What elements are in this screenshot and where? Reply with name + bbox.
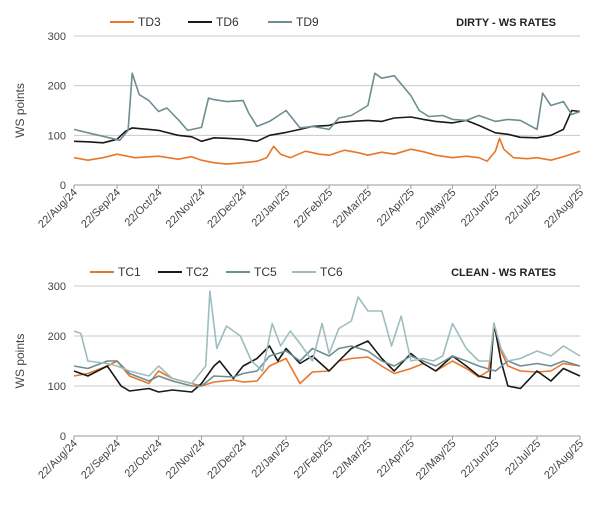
chart-title: DIRTY - WS RATES <box>456 17 556 29</box>
x-tick-label: 22/Jun/25 <box>459 187 502 230</box>
y-tick-label: 0 <box>60 431 66 443</box>
x-tick-label: 22/Jul/25 <box>503 187 543 227</box>
x-tick-label: 22/May/25 <box>414 187 459 232</box>
series-line-tc6 <box>73 290 581 385</box>
y-axis-label: WS points <box>13 83 27 138</box>
legend-label-tc5: TC5 <box>254 265 277 279</box>
x-tick-label: 22/Aug/24 <box>36 438 80 482</box>
x-tick-label: 22/Apr/25 <box>375 438 417 480</box>
series-line-tc2 <box>73 322 581 393</box>
y-tick-label: 100 <box>48 130 66 142</box>
x-tick-label: 22/Sep/24 <box>79 187 123 231</box>
series-line-td9 <box>73 72 581 142</box>
y-tick-label: 100 <box>48 381 66 393</box>
x-tick-label: 22/Jul/25 <box>503 438 543 478</box>
x-tick-label: 22/Jan/25 <box>250 187 293 230</box>
y-tick-label: 200 <box>48 331 66 343</box>
x-tick-label: 22/Apr/25 <box>375 187 417 229</box>
series-line-td6 <box>73 109 581 144</box>
series-line-tc5 <box>73 345 581 387</box>
x-tick-label: 22/Mar/25 <box>331 438 375 482</box>
y-axis-label: WS points <box>13 334 27 389</box>
x-tick-label: 22/Sep/24 <box>79 438 123 482</box>
x-tick-label: 22/Aug/24 <box>36 187 80 231</box>
x-tick-label: 22/Aug/25 <box>542 187 586 231</box>
x-tick-label: 22/Aug/25 <box>542 438 586 482</box>
y-tick-label: 300 <box>48 31 66 43</box>
y-tick-label: 200 <box>48 81 66 93</box>
legend-label-td3: TD3 <box>138 15 161 29</box>
x-tick-label: 22/Jun/25 <box>459 438 502 481</box>
y-tick-label: 0 <box>60 180 66 192</box>
x-tick-label: 22/Oct/24 <box>122 187 164 229</box>
series-line-td3 <box>73 137 581 165</box>
x-tick-label: 22/Jan/25 <box>250 438 293 481</box>
legend-label-td9: TD9 <box>296 15 319 29</box>
x-tick-label: 22/Feb/25 <box>292 438 336 482</box>
chart-title: CLEAN - WS RATES <box>451 267 556 279</box>
x-tick-label: 22/Oct/24 <box>122 438 164 480</box>
x-tick-label: 22/May/25 <box>414 438 459 483</box>
x-tick-label: 22/Nov/24 <box>164 438 208 482</box>
legend-label-tc2: TC2 <box>186 265 209 279</box>
x-tick-label: 22/Dec/24 <box>205 187 249 231</box>
x-tick-label: 22/Dec/24 <box>205 438 249 482</box>
legend-label-tc1: TC1 <box>118 265 141 279</box>
x-tick-label: 22/Nov/24 <box>164 187 208 231</box>
y-tick-label: 300 <box>48 281 66 293</box>
x-tick-label: 22/Mar/25 <box>331 187 375 231</box>
x-tick-label: 22/Feb/25 <box>292 187 336 231</box>
legend-label-tc6: TC6 <box>320 265 343 279</box>
legend-label-td6: TD6 <box>216 15 239 29</box>
series-line-tc1 <box>73 325 581 387</box>
